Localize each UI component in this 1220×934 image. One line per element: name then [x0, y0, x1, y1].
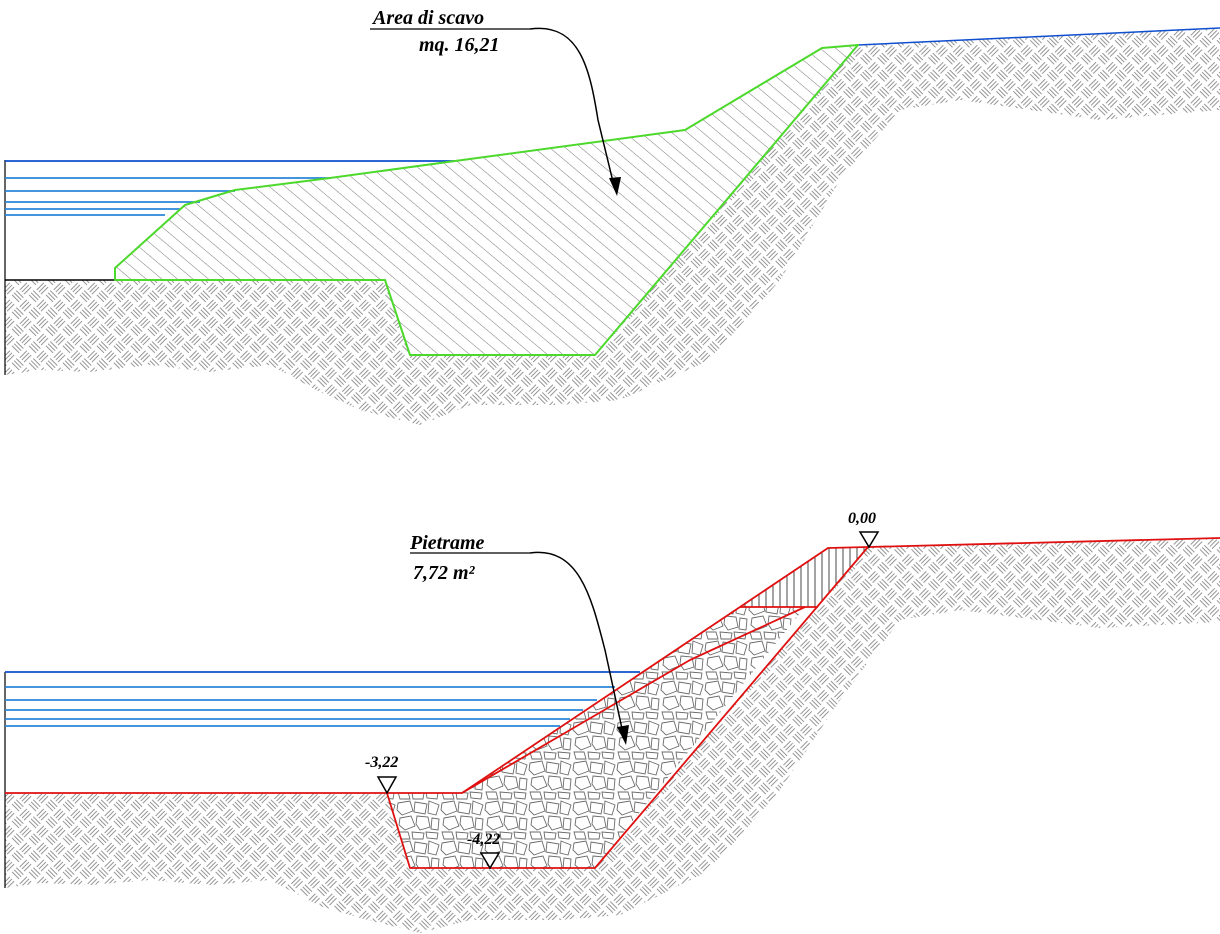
top-water-lines — [5, 160, 455, 216]
elevation-left-label: -3,22 — [365, 754, 398, 771]
bottom-soil — [5, 538, 1220, 933]
excavation-leader-arrow — [529, 27, 616, 191]
stone-fill-label: Pietrame 7,72 m² — [409, 532, 530, 584]
elevation-marker-bottom: -4,22 — [467, 831, 501, 870]
excavation-label: Area di scavo mq. 16,21 — [370, 7, 530, 56]
elevation-top-triangle-icon — [858, 531, 880, 549]
bottom-section-outlines — [5, 537, 1220, 869]
top-soil — [5, 28, 1220, 425]
elevation-marker-left: -3,22 — [365, 754, 398, 795]
stone-fill-area — [387, 607, 805, 868]
excavation-area — [114, 44, 859, 356]
stone-fill-label-value: 7,72 m² — [413, 562, 476, 584]
elevation-marker-top: 0,00 — [848, 510, 880, 549]
top-ground-line-right — [857, 27, 1220, 46]
elevation-left-triangle-icon — [376, 776, 398, 795]
excavation-label-title: Area di scavo — [371, 7, 484, 29]
top-section: Area di scavo mq. 16,21 — [4, 7, 1220, 425]
excavation-label-value: mq. 16,21 — [419, 34, 500, 56]
elevation-bottom-triangle-icon — [479, 852, 501, 870]
elevation-bottom-label: -4,22 — [467, 831, 500, 848]
excavation-arrowhead — [609, 177, 621, 196]
stone-fill-leader-arrow — [529, 551, 625, 739]
bottom-section: Pietrame 7,72 m² 0,00 -3,22 -4,22 — [4, 510, 1220, 933]
bottom-water-lines — [5, 671, 640, 727]
stone-fill-arrowhead — [617, 725, 629, 745]
elevation-top-label: 0,00 — [848, 510, 876, 527]
backfill-area — [740, 547, 868, 607]
stone-fill-label-title: Pietrame — [409, 532, 485, 554]
